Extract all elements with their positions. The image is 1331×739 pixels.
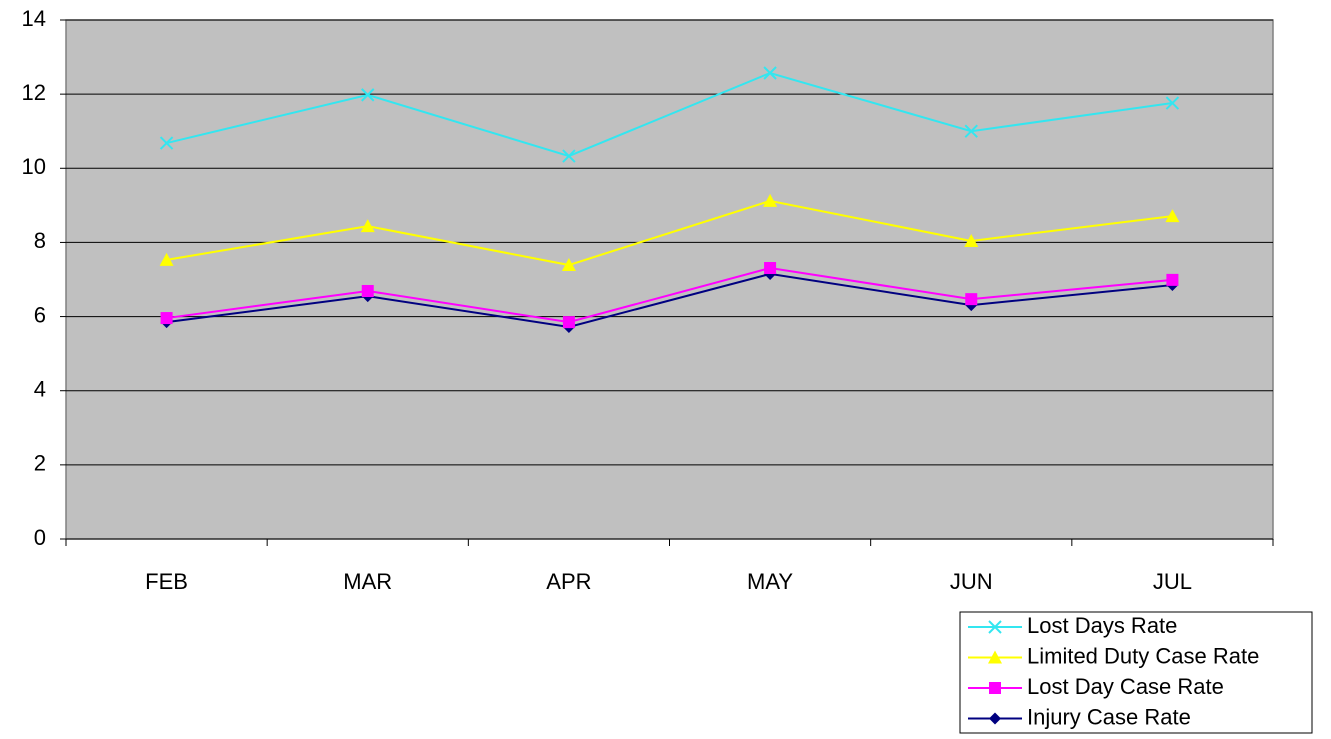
marker [361, 88, 375, 102]
y-tick-label: 10 [22, 154, 46, 179]
line [166, 71, 1173, 158]
marker [989, 682, 1001, 694]
line [166, 272, 1173, 328]
line [166, 266, 1173, 324]
marker [764, 262, 777, 275]
x-tick-label: JUN [950, 569, 993, 594]
marker [763, 66, 777, 80]
y-tick-label: 6 [34, 302, 46, 327]
marker [1166, 273, 1179, 286]
plot-area [65, 19, 1274, 540]
legend-label: Lost Days Rate [1027, 613, 1177, 638]
marker [989, 712, 1001, 725]
legend-label: Lost Day Case Rate [1027, 674, 1224, 699]
x-tick-label: FEB [145, 569, 188, 594]
marker [964, 233, 979, 247]
marker [965, 293, 978, 306]
line [166, 199, 1173, 267]
legend-label: Injury Case Rate [1027, 704, 1191, 729]
marker [159, 136, 174, 150]
y-tick-label: 0 [34, 525, 46, 550]
legend-label: Limited Duty Case Rate [1027, 643, 1259, 668]
x-tick-label: JUL [1153, 569, 1192, 594]
marker [964, 124, 978, 138]
marker [1165, 209, 1180, 223]
marker [562, 316, 575, 329]
marker [160, 312, 173, 325]
marker [1165, 96, 1180, 110]
marker [159, 252, 174, 266]
y-tick-label: 8 [34, 228, 46, 253]
marker [988, 650, 1002, 664]
marker [562, 149, 576, 163]
y-tick-label: 2 [34, 451, 46, 476]
x-tick-label: MAY [747, 569, 793, 594]
legend-box [959, 611, 1313, 734]
marker [360, 219, 375, 233]
x-tick-label: MAR [343, 569, 392, 594]
marker [763, 193, 778, 207]
x-tick-label: APR [546, 569, 591, 594]
y-tick-label: 4 [34, 377, 46, 402]
y-tick-label: 14 [22, 6, 46, 31]
marker [988, 620, 1002, 634]
marker [361, 284, 374, 297]
marker [561, 258, 576, 272]
y-tick-label: 12 [22, 80, 46, 105]
